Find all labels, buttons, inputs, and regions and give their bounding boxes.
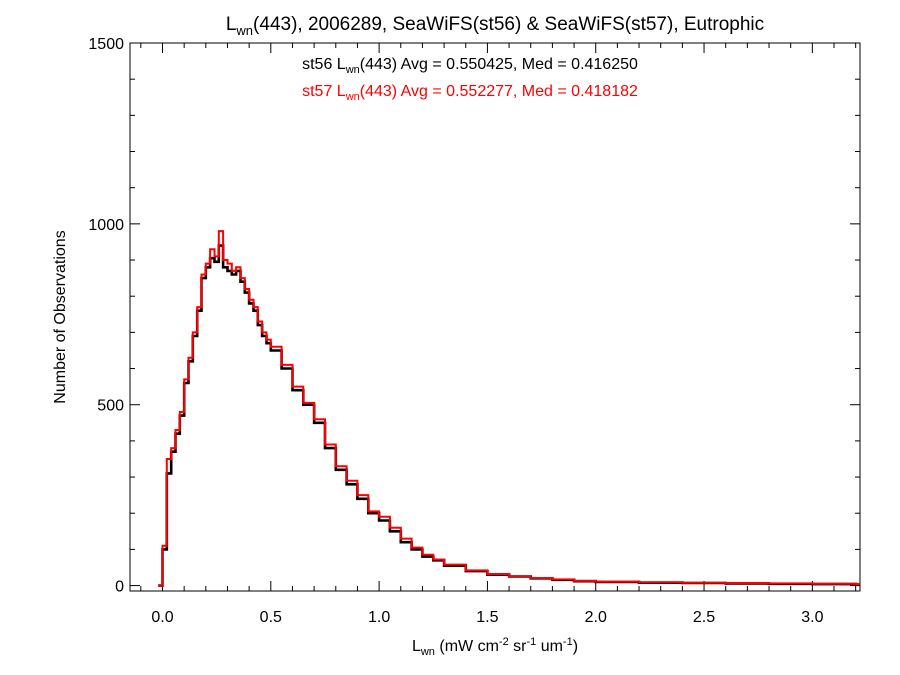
annotation-st56-post: (443) Avg = 0.550425, Med = 0.416250: [360, 56, 638, 73]
annotation-st56-subscript: wn: [345, 64, 360, 76]
x-tick-label: 1.0: [368, 609, 390, 626]
series-st57-line: [158, 230, 860, 587]
annotation-st57-post: (443) Avg = 0.552277, Med = 0.418182: [360, 83, 638, 100]
chart-title: Lwn(443), 2006289, SeaWiFS(st56) & SeaWi…: [226, 14, 764, 38]
chart-title-subscript: wn: [235, 23, 253, 38]
chart-title-main: L: [226, 14, 237, 35]
x-axis-label-main: L: [412, 638, 421, 655]
x-axis-label-subscript: wn: [420, 646, 435, 658]
y-tick-label: 1000: [88, 217, 124, 234]
annotation-st57-subscript: wn: [345, 91, 360, 103]
x-tick-label: 0.0: [151, 609, 173, 626]
x-axis-label-sup1: -2: [499, 636, 509, 648]
annotation-st57-pre: st57 L: [302, 83, 346, 100]
x-axis-label: Lwn (mW cm-2 sr-1 um-1): [412, 636, 578, 658]
y-axis-label: Number of Observations: [52, 230, 69, 403]
chart-title-rest: (443), 2006289, SeaWiFS(st56) & SeaWiFS(…: [253, 14, 764, 35]
y-tick-label: 1500: [88, 36, 124, 53]
x-tick-label: 3.0: [801, 609, 823, 626]
x-axis-label-part4: ): [573, 638, 578, 655]
annotation-st56: st56 Lwn(443) Avg = 0.550425, Med = 0.41…: [302, 56, 638, 76]
x-tick-label: 1.5: [476, 609, 498, 626]
series-st56-line: [158, 244, 860, 587]
x-tick-label: 2.0: [585, 609, 607, 626]
x-tick-label: 0.5: [260, 609, 282, 626]
x-tick-label: 2.5: [693, 609, 715, 626]
y-tick-label: 500: [97, 398, 124, 415]
x-axis-label-part2: sr: [509, 638, 527, 655]
annotation-st57: st57 Lwn(443) Avg = 0.552277, Med = 0.41…: [302, 83, 638, 103]
x-axis-label-part3: um: [536, 638, 563, 655]
x-axis-label-part1: (mW cm: [435, 638, 499, 655]
axis-ticks: [130, 42, 860, 591]
x-axis-label-sup2: -1: [526, 636, 536, 648]
x-axis-tick-labels: 0.0 0.5 1.0 1.5 2.0 2.5 3.0: [151, 609, 823, 626]
x-axis-label-sup3: -1: [563, 636, 573, 648]
y-axis-tick-labels: 0 500 1000 1500: [88, 36, 124, 596]
histogram-series: [158, 230, 860, 587]
annotation-st56-pre: st56 L: [302, 56, 346, 73]
y-tick-label: 0: [115, 579, 124, 596]
plot-frame: [129, 42, 861, 592]
